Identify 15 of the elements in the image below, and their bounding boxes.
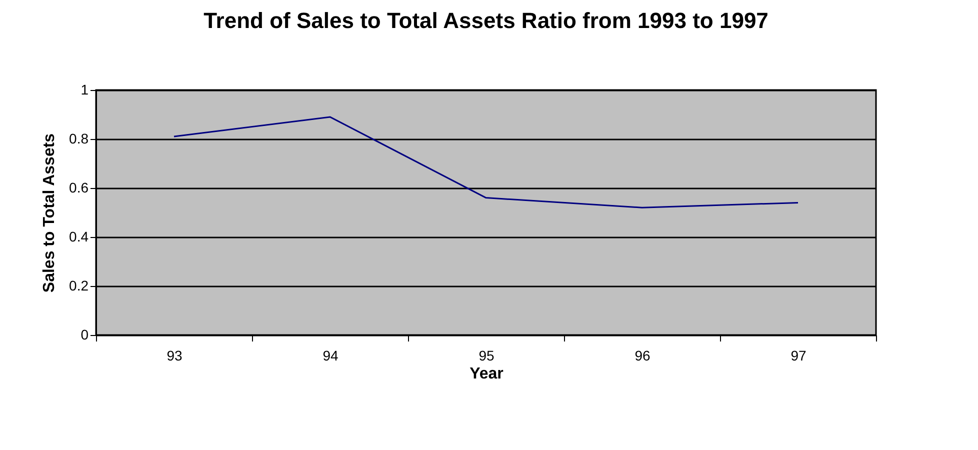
y-tick-label: 0.6 [69, 180, 89, 196]
x-tick-label: 97 [790, 348, 806, 364]
line-series [173, 116, 799, 208]
x-tick-label: 93 [166, 348, 182, 364]
y-tick-label: 0 [80, 326, 89, 342]
y-tick-label: 0.8 [69, 130, 89, 146]
y-tick-label: 0.2 [69, 278, 89, 294]
y-tick-label: 1 [80, 82, 89, 98]
x-tick-label: 94 [322, 348, 338, 364]
x-axis-title: Year [470, 366, 504, 382]
y-axis-title: Sales to Total Assets [41, 133, 58, 293]
x-tick-label: 95 [478, 348, 494, 364]
x-tick-label: 96 [634, 348, 650, 364]
y-tick-label: 0.4 [69, 228, 89, 244]
chart-title: Trend of Sales to Total Assets Ratio from 1993 to 1997 [204, 8, 768, 33]
